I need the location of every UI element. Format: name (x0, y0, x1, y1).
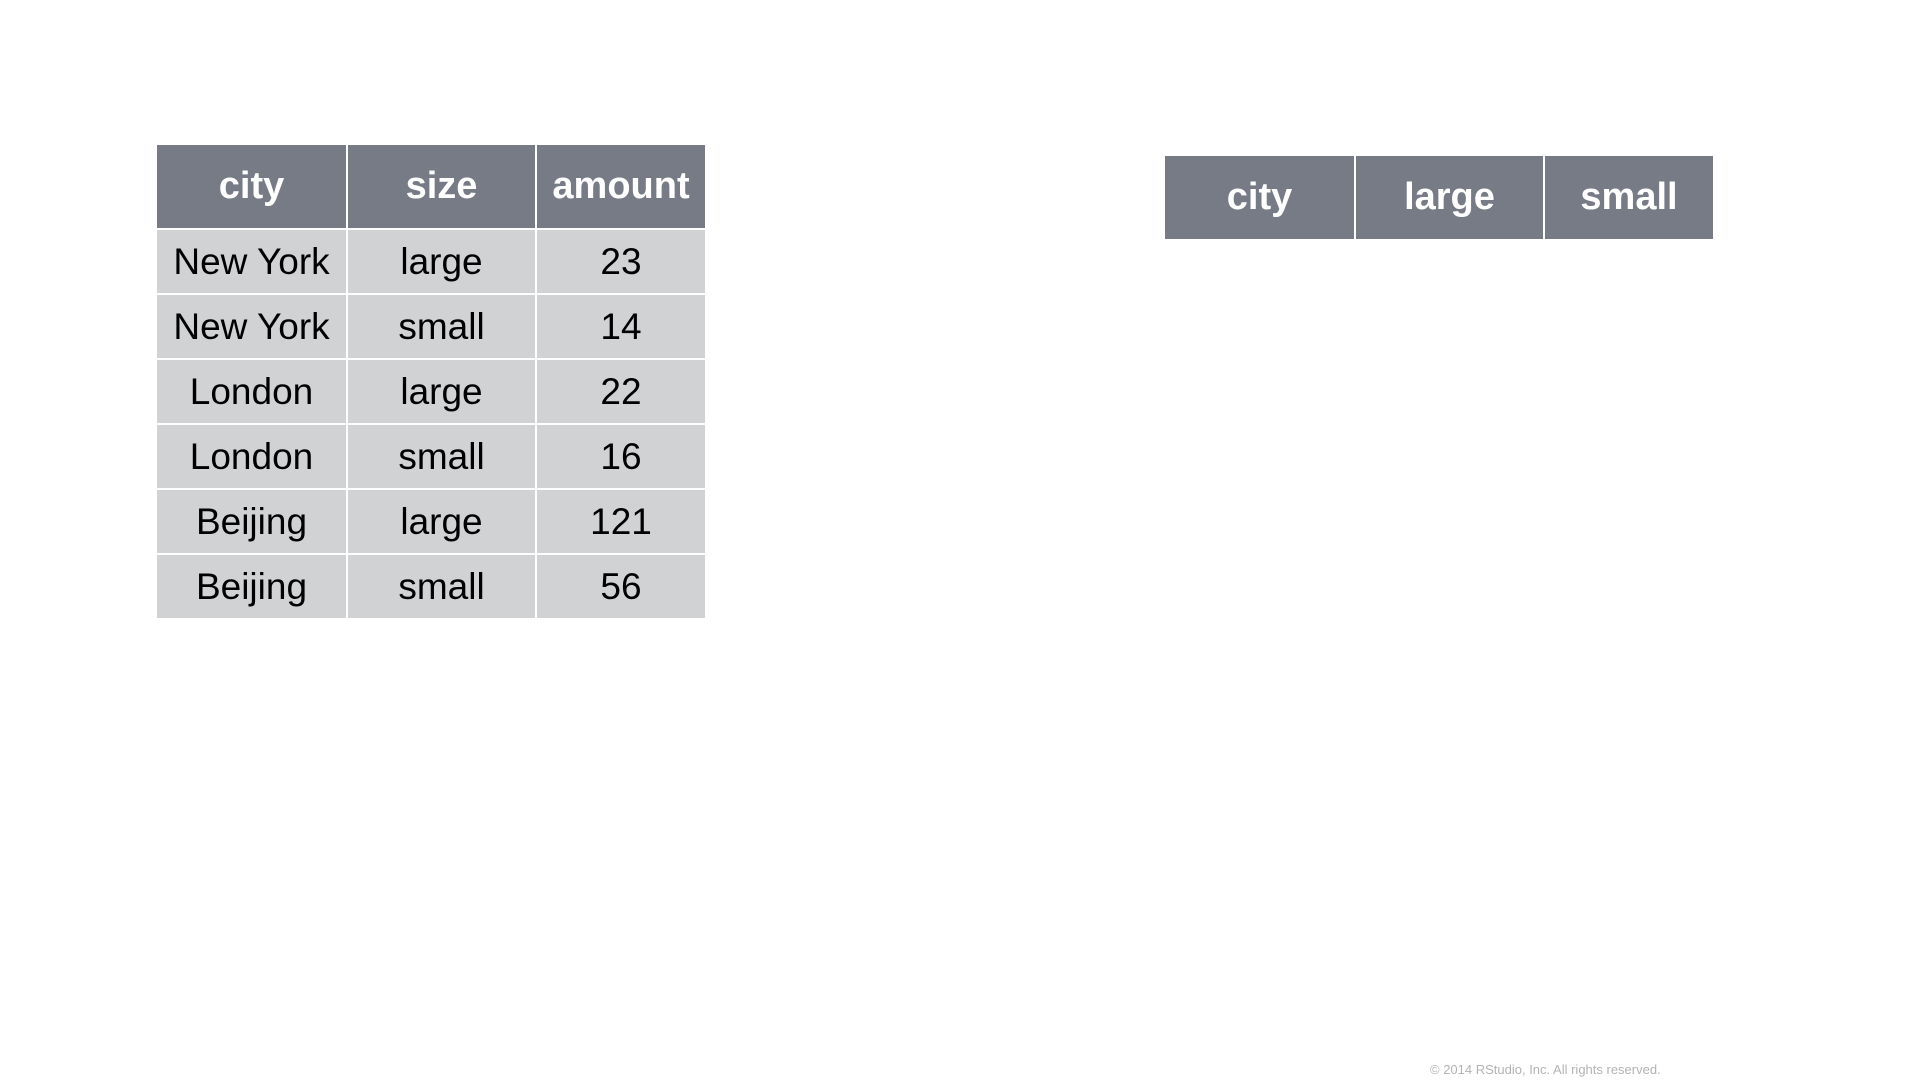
table-cell: 14 (536, 293, 705, 359)
table-cell: large (347, 228, 537, 294)
table-cell: 22 (536, 358, 705, 424)
table-cell: London (157, 358, 348, 424)
table-row: London small 16 (157, 423, 705, 489)
table-cell: 121 (536, 488, 705, 554)
column-header-amount: amount (536, 145, 705, 229)
table-row: New York small 14 (157, 293, 705, 359)
column-header-city: city (1165, 156, 1356, 239)
table-cell: small (347, 553, 537, 618)
table-cell: 16 (536, 423, 705, 489)
header-row: city large small (1165, 156, 1713, 239)
long-format-table: city size amount New York large 23 New Y… (157, 145, 705, 618)
header-row: city size amount (157, 145, 705, 229)
column-header-size: size (347, 145, 537, 229)
table-cell: London (157, 423, 348, 489)
table-cell: Beijing (157, 553, 348, 618)
table-cell: New York (157, 228, 348, 294)
copyright-notice: © 2014 RStudio, Inc. All rights reserved… (1430, 1062, 1661, 1077)
column-header-city: city (157, 145, 348, 229)
table-cell: small (347, 423, 537, 489)
table-row: New York large 23 (157, 228, 705, 294)
wide-format-table: city large small (1165, 156, 1713, 239)
table-row: Beijing large 121 (157, 488, 705, 554)
table-cell: 23 (536, 228, 705, 294)
table-cell: New York (157, 293, 348, 359)
table-cell: small (347, 293, 537, 359)
table-row: London large 22 (157, 358, 705, 424)
table-cell: large (347, 488, 537, 554)
table-cell: Beijing (157, 488, 348, 554)
table-cell: large (347, 358, 537, 424)
column-header-large: large (1355, 156, 1545, 239)
table-cell: 56 (536, 553, 705, 618)
column-header-small: small (1544, 156, 1713, 239)
table-row: Beijing small 56 (157, 553, 705, 618)
